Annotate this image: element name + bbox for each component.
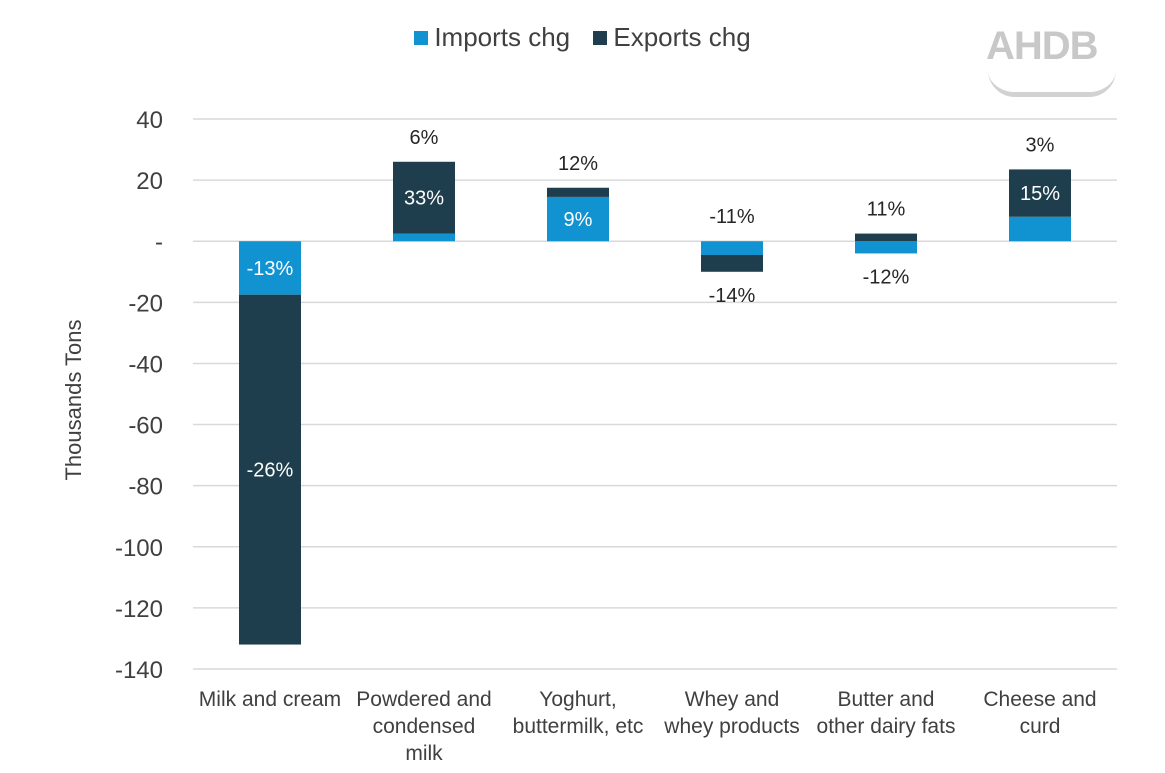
ahdb-logo-swoosh: [988, 70, 1116, 97]
x-tick-label-line: condensed: [372, 715, 476, 738]
legend-label-exports: Exports chg: [613, 22, 751, 52]
x-tick-label-line: Powdered and: [356, 688, 492, 711]
data-label-exports: 15%: [1020, 183, 1060, 205]
x-tick-label-line: other dairy fats: [816, 715, 956, 738]
bar-imports: [239, 241, 301, 295]
y-tick-label: 40: [136, 107, 163, 134]
bar-imports: [1009, 216, 1071, 242]
bar-exports: [547, 187, 609, 197]
bar-imports: [855, 241, 917, 254]
data-label-imports: 9%: [564, 209, 593, 231]
x-tick-label-line: Yoghurt,: [539, 688, 617, 711]
legend-item-exports: Exports chg: [593, 22, 751, 53]
x-tick-label: Whey and whey products: [652, 686, 812, 740]
data-label-imports: -12%: [863, 266, 910, 288]
x-tick-label-line: Whey and: [684, 688, 780, 711]
x-tick-label-line: Milk and cream: [198, 688, 342, 711]
legend-label-imports: Imports chg: [434, 22, 571, 52]
y-tick-label: -140: [115, 657, 163, 684]
x-tick-label: Powdered and condensed milk: [344, 686, 504, 767]
y-tick-label: -40: [128, 351, 163, 378]
bar-exports: [855, 233, 917, 242]
chart-legend: Imports chg Exports chg: [0, 22, 1165, 53]
x-tick-label-line: milk: [405, 742, 443, 765]
bar-imports: [393, 233, 455, 242]
data-label-exports: 12%: [558, 153, 598, 175]
x-tick-label: Yoghurt, buttermilk, etc: [498, 686, 658, 740]
data-label-imports: -13%: [247, 258, 294, 280]
y-tick-label: 20: [136, 168, 163, 195]
x-tick-label-line: curd: [1019, 715, 1061, 738]
x-tick-label-line: Butter and: [837, 688, 935, 711]
bar-exports: [1009, 169, 1071, 217]
ahdb-logo: AHDB: [986, 24, 1099, 68]
data-label-imports: 6%: [410, 127, 439, 149]
y-tick-label: -120: [115, 596, 163, 623]
bar-exports: [393, 161, 455, 234]
data-label-imports: -11%: [709, 206, 754, 228]
data-label-exports: -14%: [709, 285, 756, 307]
y-tick-label: -80: [128, 474, 163, 501]
x-tick-label: Milk and cream: [190, 686, 350, 713]
y-tick-label: -: [155, 229, 163, 256]
x-tick-label-line: whey products: [664, 715, 800, 738]
data-label-exports: 11%: [867, 199, 906, 221]
bar-imports: [547, 196, 609, 242]
legend-swatch-imports: [414, 31, 429, 45]
bar-exports: [701, 254, 763, 272]
data-label-exports: 33%: [404, 188, 444, 210]
x-tick-label: Butter and other dairy fats: [806, 686, 966, 740]
bar-exports: [239, 294, 301, 645]
data-label-exports: -26%: [247, 460, 294, 482]
y-tick-label: -100: [115, 535, 163, 562]
y-tick-label: -20: [128, 290, 163, 317]
x-tick-label-line: Cheese and: [983, 688, 1097, 711]
legend-swatch-exports: [593, 31, 608, 45]
y-tick-label: -60: [128, 413, 163, 440]
data-label-imports: 3%: [1026, 134, 1055, 156]
x-tick-label-line: buttermilk, etc: [512, 715, 644, 738]
x-tick-label: Cheese and curd: [960, 686, 1120, 740]
legend-item-imports: Imports chg: [414, 22, 570, 53]
bar-imports: [701, 241, 763, 255]
